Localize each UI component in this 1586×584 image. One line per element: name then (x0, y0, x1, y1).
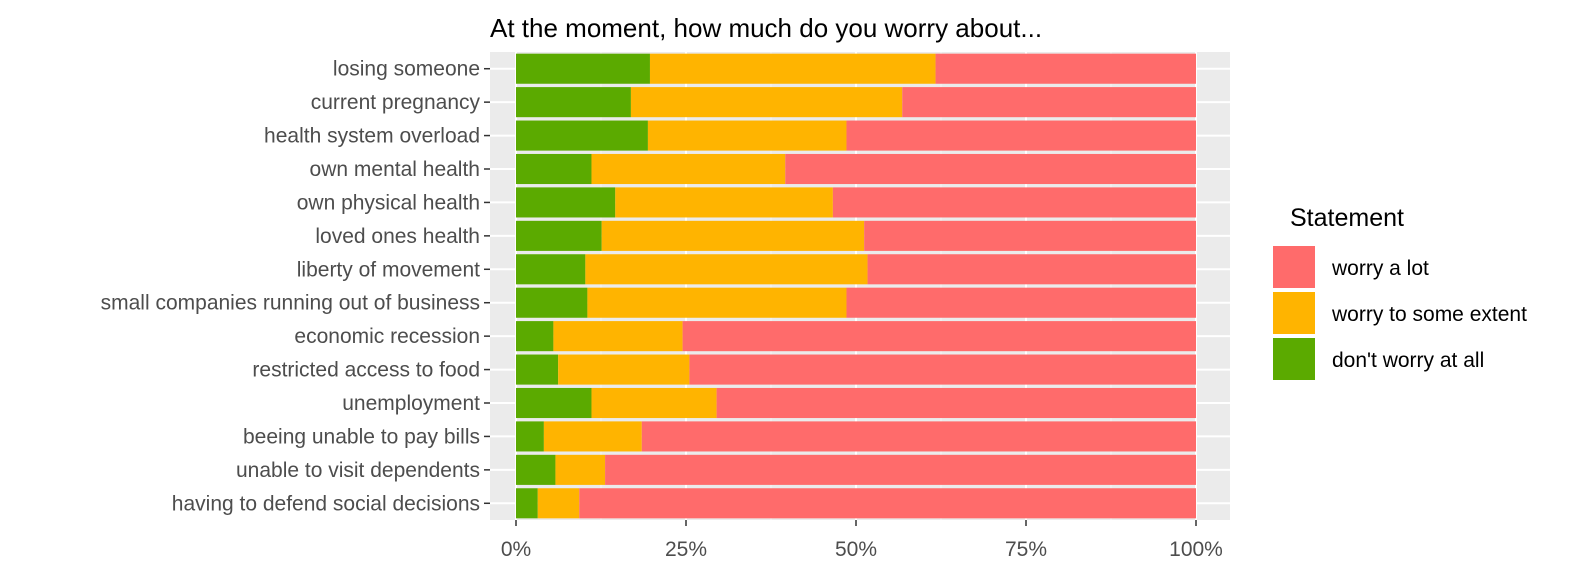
bar-segment (867, 254, 1196, 285)
value-tick-label: 0% (501, 538, 531, 561)
bar-segment (689, 354, 1196, 385)
bar-segment (516, 421, 544, 452)
bar-segment (516, 287, 588, 318)
bar-segment (785, 153, 1196, 185)
bar-segment (555, 454, 606, 485)
value-tick-label: 100% (1169, 538, 1223, 561)
category-label: own mental health (310, 158, 480, 181)
bar-segment (579, 488, 1196, 519)
bar-segment (585, 254, 868, 285)
value-axis: 0% 25% 50% 75% 100% (501, 520, 1223, 561)
value-tick-label: 25% (665, 538, 707, 561)
chart-title: At the moment, how much do you worry abo… (490, 13, 1042, 43)
bar-segment (516, 120, 648, 151)
legend-title: Statement (1290, 204, 1404, 232)
bar-segment (516, 187, 616, 218)
legend-swatch (1273, 338, 1315, 380)
bar-segment (647, 120, 847, 151)
bar-segment (902, 87, 1196, 118)
bar-segment (864, 220, 1196, 251)
legend-label: don't worry at all (1332, 349, 1484, 372)
bar-segment (591, 387, 717, 419)
legend-label: worry to some extent (1331, 303, 1527, 326)
bar-segment (516, 153, 592, 185)
bar-segment (601, 220, 865, 251)
category-label: own physical health (297, 191, 480, 214)
bar-segment (516, 53, 650, 84)
legend-swatch (1273, 246, 1315, 288)
category-label: unable to visit dependents (236, 459, 480, 482)
bar-segment (615, 187, 833, 218)
category-label: economic recession (294, 325, 480, 348)
bar-segment (516, 87, 631, 118)
category-label: current pregnancy (311, 91, 481, 114)
category-label: unemployment (342, 392, 480, 415)
category-label: beeing unable to pay bills (243, 425, 480, 448)
bar-segment (516, 454, 556, 485)
bar-segment (649, 53, 936, 84)
bar-segment (516, 220, 602, 251)
bar-segment (558, 354, 690, 385)
bar-segment (832, 187, 1196, 218)
bar-segment (682, 321, 1196, 352)
bar-segment (516, 387, 592, 419)
bar-segment (516, 354, 559, 385)
category-label: health system overload (264, 125, 480, 148)
bar-segment (516, 488, 538, 519)
category-label: having to defend social decisions (172, 492, 480, 515)
bar-segment (630, 87, 903, 118)
bar-segment (846, 287, 1196, 318)
bar-segment (605, 454, 1196, 485)
bar-segment (935, 53, 1196, 84)
bar-segment (553, 321, 683, 352)
category-label: liberty of movement (297, 258, 480, 281)
category-axis: losing someone current pregnancy health sy… (101, 58, 490, 515)
bar-segment (537, 488, 580, 519)
category-label: restricted access to food (252, 359, 480, 382)
legend-label: worry a lot (1331, 257, 1429, 280)
category-label: small companies running out of business (101, 292, 480, 315)
bar-segment (591, 153, 786, 185)
bar-segment (846, 120, 1196, 151)
category-label: losing someone (333, 58, 480, 81)
value-tick-label: 50% (835, 538, 877, 561)
bar-segment (641, 421, 1196, 452)
legend-swatch (1273, 292, 1315, 334)
category-label: loved ones health (315, 225, 480, 248)
bar-segment (716, 387, 1196, 419)
bars-group (516, 53, 1196, 519)
bar-segment (516, 321, 554, 352)
bar-segment (516, 254, 586, 285)
bar-segment (587, 287, 847, 318)
legend: Statement worry a lot worry to some exten… (1273, 204, 1527, 380)
value-tick-label: 75% (1005, 538, 1047, 561)
bar-segment (543, 421, 642, 452)
